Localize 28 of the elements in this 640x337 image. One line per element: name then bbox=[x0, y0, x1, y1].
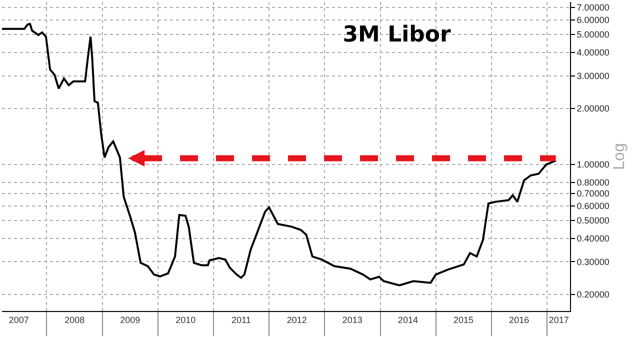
x-tick-label: 2010 bbox=[176, 314, 196, 325]
line-series bbox=[2, 22, 557, 286]
y-tick-label: 0.30000 bbox=[576, 256, 610, 267]
x-tick-label: 2008 bbox=[64, 314, 85, 325]
text: 3M Libor bbox=[342, 22, 452, 48]
x-tick-label: 2015 bbox=[453, 314, 474, 325]
y-tick-label: 0.20000 bbox=[576, 290, 610, 300]
x-tick-label: 2013 bbox=[342, 314, 362, 325]
x-tick-label: 2012 bbox=[286, 314, 307, 325]
y-tick-label: 0.50000 bbox=[576, 216, 610, 226]
y-tick-label: 0.40000 bbox=[576, 234, 610, 244]
x-tick-label: 2011 bbox=[232, 314, 251, 325]
y-tick-label: 1.00000 bbox=[576, 160, 610, 170]
y-tick-label: 7.00000 bbox=[576, 2, 610, 13]
y-tick-label: 0.60000 bbox=[576, 200, 610, 211]
y-tick-label: 6.00000 bbox=[576, 14, 610, 25]
y-tick-label: 5.00000 bbox=[576, 30, 610, 40]
y-tick-label: 0.70000 bbox=[576, 188, 610, 198]
y-tick-label: 4.00000 bbox=[576, 48, 610, 58]
y-tick-label: 0.80000 bbox=[576, 178, 610, 188]
x-tick-label: 2017 bbox=[548, 314, 569, 325]
y-tick-label: 3.00000 bbox=[576, 70, 610, 81]
x-tick-label: 2007 bbox=[8, 314, 29, 325]
y-tick-label: 2.00000 bbox=[576, 104, 610, 114]
x-tick-label: 2009 bbox=[120, 314, 140, 325]
x-tick-label: 2016 bbox=[509, 314, 530, 325]
y-axis-title: Log bbox=[611, 143, 628, 170]
x-tick-label: 2014 bbox=[398, 314, 418, 325]
